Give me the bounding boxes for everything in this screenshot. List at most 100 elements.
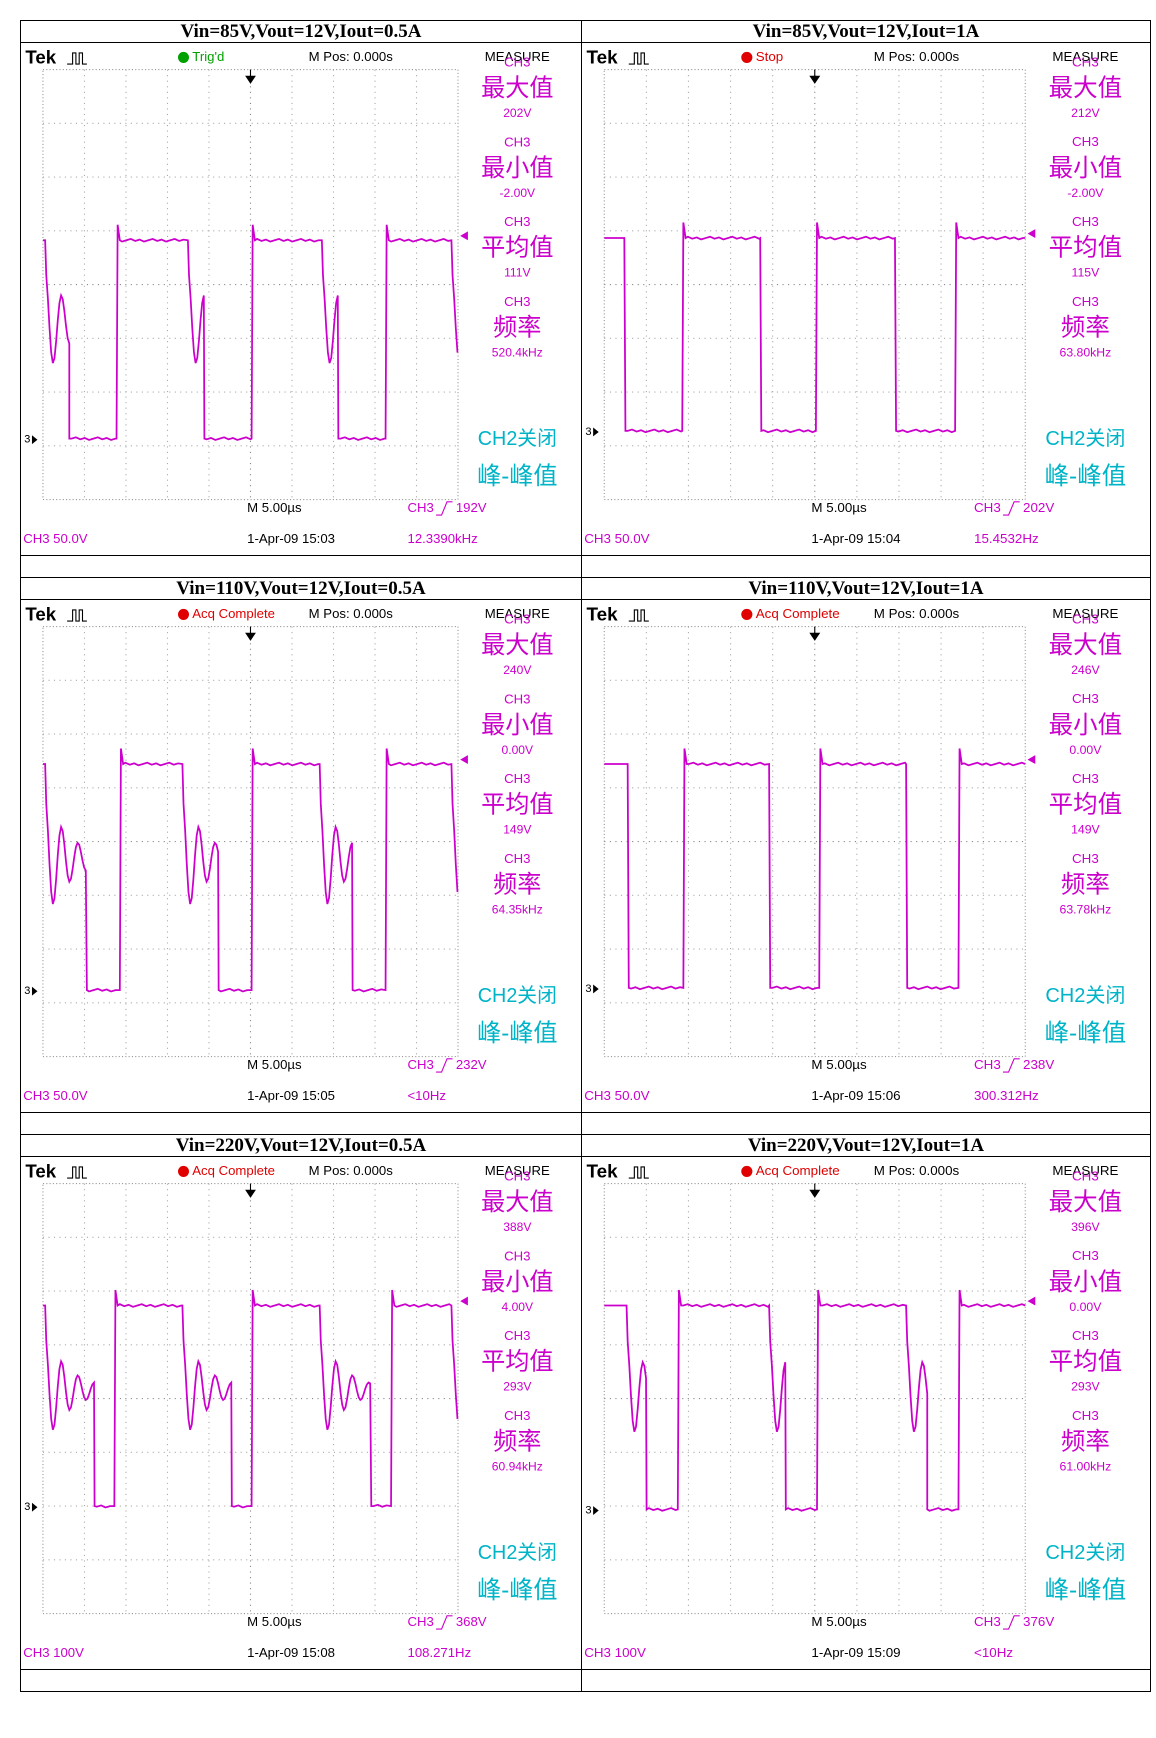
ch2-measure: 峰-峰值: [1045, 1576, 1127, 1604]
graticule: [604, 627, 1025, 1057]
measure-name: 最大值: [1049, 1188, 1122, 1216]
measure-channel: CH3: [504, 691, 530, 706]
channel-marker: 3: [24, 985, 30, 997]
timebase: M 5.00µs: [811, 1057, 867, 1072]
measure-name: 最小值: [1049, 1268, 1122, 1296]
measure-value: 0.00V: [502, 743, 534, 757]
brand: Tek: [586, 1162, 618, 1183]
measure-name: 频率: [493, 1428, 541, 1455]
vertical-scale: CH3 50.0V: [584, 1088, 649, 1103]
measure-value: 61.00kHz: [1060, 1460, 1112, 1474]
panel-title: Vin=220V,Vout=12V,Iout=0.5A: [21, 1135, 582, 1157]
measure-channel: CH3: [1072, 771, 1099, 786]
blank-cell: [582, 1113, 1151, 1135]
screenshot-row: TekAcq CompleteM Pos: 0.000sMEASURE3CH3最…: [21, 600, 1151, 1113]
blank-row: [21, 556, 1151, 578]
measure-name: 平均值: [481, 791, 553, 818]
ch2-status: CH2关闭: [478, 428, 557, 450]
frequency: 12.3390kHz: [408, 531, 478, 546]
screenshot-row: TekAcq CompleteM Pos: 0.000sMEASURE3CH3最…: [21, 1157, 1151, 1670]
measure-channel: CH3: [1072, 294, 1099, 309]
measure-value: 115V: [1072, 266, 1101, 280]
trigger-level: 376V: [1023, 1614, 1054, 1629]
measure-value: 0.00V: [1069, 1300, 1102, 1314]
measure-channel: CH3: [504, 1408, 530, 1423]
blank-cell: [582, 556, 1151, 578]
trigger-source: CH3: [974, 1057, 1001, 1072]
measure-name: 平均值: [481, 234, 553, 261]
graticule: [604, 1184, 1025, 1614]
blank-cell: [21, 556, 582, 578]
measure-channel: CH3: [504, 214, 530, 229]
measure-value: 396V: [1071, 1220, 1100, 1234]
measure-channel: CH3: [504, 771, 530, 786]
panel-title: Vin=85V,Vout=12V,Iout=1A: [582, 21, 1151, 43]
channel-marker: 3: [24, 434, 30, 446]
vertical-scale: CH3 100V: [23, 1645, 84, 1660]
screenshot-row: TekTrig'dM Pos: 0.000sMEASURE3CH3最大值202V…: [21, 43, 1151, 556]
measure-name: 平均值: [1049, 1348, 1122, 1376]
measure-name: 最小值: [1049, 711, 1122, 739]
status: Acq Complete: [192, 606, 275, 621]
measure-value: 246V: [1071, 663, 1100, 677]
measure-channel: CH3: [1072, 54, 1099, 69]
brand: Tek: [25, 1160, 56, 1181]
trigger-level: 232V: [456, 1057, 487, 1072]
vertical-scale: CH3 50.0V: [584, 531, 649, 546]
datetime: 1-Apr-09 15:03: [247, 531, 335, 546]
measure-value: 202V: [503, 106, 532, 120]
measure-value: -2.00V: [1067, 186, 1104, 200]
datetime: 1-Apr-09 15:08: [247, 1645, 335, 1660]
measure-name: 平均值: [1049, 234, 1122, 262]
frequency: <10Hz: [408, 1088, 446, 1103]
frequency: 300.312Hz: [974, 1088, 1039, 1103]
screenshot-cell: TekTrig'dM Pos: 0.000sMEASURE3CH3最大值202V…: [21, 43, 582, 556]
ch2-status: CH2关闭: [1045, 1541, 1125, 1564]
timebase: M 5.00µs: [247, 1614, 302, 1629]
blank-cell: [582, 1670, 1151, 1692]
position: M Pos: 0.000s: [309, 49, 393, 64]
status: Acq Complete: [192, 1163, 275, 1178]
timebase: M 5.00µs: [247, 1057, 302, 1072]
measure-value: 520.4kHz: [492, 345, 543, 359]
status-icon: [178, 52, 189, 63]
page: Vin=85V,Vout=12V,Iout=0.5AVin=85V,Vout=1…: [0, 0, 1156, 1738]
measure-channel: CH3: [504, 611, 530, 626]
measure-name: 最大值: [481, 75, 553, 102]
panel-title: Vin=110V,Vout=12V,Iout=1A: [582, 578, 1151, 600]
measure-name: 最大值: [1049, 74, 1122, 102]
trigger-source: CH3: [408, 1057, 434, 1072]
position: M Pos: 0.000s: [874, 606, 960, 621]
trigger-level: 192V: [456, 500, 487, 515]
vertical-scale: CH3 100V: [584, 1645, 646, 1660]
position: M Pos: 0.000s: [309, 1163, 393, 1178]
measure-value: 63.80kHz: [1060, 346, 1112, 360]
channel-marker: 3: [585, 983, 591, 995]
measure-channel: CH3: [504, 54, 530, 69]
vertical-scale: CH3 50.0V: [23, 1088, 88, 1103]
measure-value: 293V: [503, 1380, 532, 1394]
status: Acq Complete: [756, 1163, 840, 1178]
panel-title: Vin=220V,Vout=12V,Iout=1A: [582, 1135, 1151, 1157]
brand: Tek: [25, 603, 56, 624]
measure-value: 149V: [1071, 823, 1100, 837]
frequency: 15.4532Hz: [974, 531, 1039, 546]
measure-name: 最小值: [481, 155, 553, 182]
screenshot-cell: TekAcq CompleteM Pos: 0.000sMEASURE3CH3最…: [582, 600, 1151, 1113]
measure-channel: CH3: [504, 294, 530, 309]
measure-name: 频率: [1061, 313, 1110, 341]
status-icon: [741, 1166, 752, 1177]
oscilloscope-screen: TekAcq CompleteM Pos: 0.000sMEASURE3CH3最…: [582, 600, 1150, 1112]
measure-name: 最小值: [1049, 154, 1122, 182]
measure-channel: CH3: [504, 1328, 530, 1343]
graticule: [604, 70, 1025, 500]
ch2-measure: 峰-峰值: [1045, 462, 1127, 490]
graticule: [43, 1184, 458, 1614]
measure-name: 频率: [493, 314, 541, 341]
datetime: 1-Apr-09 15:05: [247, 1088, 335, 1103]
